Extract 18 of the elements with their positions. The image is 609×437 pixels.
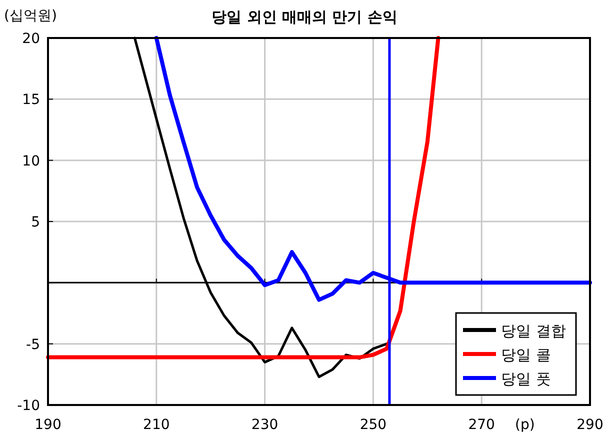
legend-label: 당일 콜 (501, 346, 551, 364)
y-tick-label: 15 (22, 92, 40, 108)
x-tick-label: 190 (34, 417, 62, 433)
x-tick-label: 290 (576, 417, 604, 433)
x-tick-label: 250 (360, 417, 387, 433)
y-tick-label: -5 (26, 336, 40, 353)
y-tick-label: -10 (17, 398, 40, 414)
x-tick-label: 210 (143, 417, 170, 433)
y-tick-label: 5 (31, 214, 40, 230)
chart-title: 당일 외인 매매의 만기 손익 (212, 8, 398, 26)
x-axis-title: (p) (515, 417, 535, 433)
y-axis-title: (십억원) (4, 8, 57, 24)
y-tick-label: 20 (22, 31, 40, 47)
y-tick-label: 10 (22, 153, 40, 170)
legend-label: 당일 결합 (501, 322, 566, 340)
x-tick-label: 230 (251, 417, 278, 433)
legend-label: 당일 풋 (501, 370, 551, 388)
x-tick-label: 270 (468, 417, 495, 433)
